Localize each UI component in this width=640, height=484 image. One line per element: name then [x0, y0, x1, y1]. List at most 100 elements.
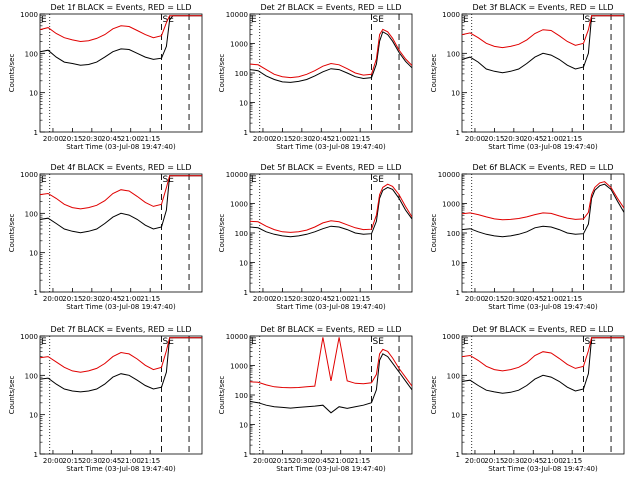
x-tick-label: 20:00: [465, 295, 485, 303]
y-tick-label: 100: [235, 70, 248, 78]
lld-series-line: [40, 15, 202, 43]
x-tick-label: 20:15: [272, 135, 292, 143]
lld-series-line: [250, 28, 412, 79]
y-axis-label: Counts/sec: [218, 376, 226, 415]
x-tick-label: 21:00: [331, 457, 351, 465]
panel-title: Det 5f BLACK = Events, RED = LLD: [260, 163, 401, 172]
x-tick-label: 20:15: [62, 457, 82, 465]
y-tick-label: 100: [235, 392, 248, 400]
x-axis-label: Start Time (03-Jul-08 19:47:40): [276, 465, 386, 473]
detector-panel-1: Det 1f BLACK = Events, RED = LLD 1 10 100 10…: [8, 3, 203, 151]
marker-label: E: [251, 15, 257, 25]
x-tick-label: 21:15: [562, 457, 582, 465]
y-tick-label: 1000: [442, 201, 460, 209]
detector-panel-3: Det 3f BLACK = Events, RED = LLD 1 10 100 10…: [430, 3, 625, 151]
x-tick-label: 21:15: [350, 135, 370, 143]
x-tick-label: 20:00: [43, 135, 63, 143]
y-tick-label: 100: [235, 230, 248, 238]
y-tick-label: 10: [239, 422, 248, 430]
y-tick-label: 1: [34, 289, 38, 297]
lld-series-line: [250, 337, 412, 389]
detector-panel-9: Det 9f BLACK = Events, RED = LLD 1 10 100 10…: [430, 325, 625, 473]
x-tick-label: 21:15: [562, 295, 582, 303]
plot-frame: [39, 173, 203, 293]
y-tick-label: 1000: [230, 201, 248, 209]
x-tick-label: 20:00: [43, 295, 63, 303]
marker-label: E: [463, 337, 469, 347]
x-axis-label: Start Time (03-Jul-08 19:47:40): [66, 465, 176, 473]
events-series-line: [462, 15, 624, 74]
plot-frame: [39, 13, 203, 133]
y-tick-label: 10000: [226, 171, 248, 179]
x-tick-label: 20:30: [504, 457, 524, 465]
events-series-line: [462, 183, 624, 238]
panel-title: Det 6f BLACK = Events, RED = LLD: [472, 163, 613, 172]
x-axis-label: Start Time (03-Jul-08 19:47:40): [276, 143, 386, 151]
y-tick-label: 10: [29, 412, 38, 420]
x-tick-label: 20:15: [62, 135, 82, 143]
x-tick-label: 21:00: [331, 135, 351, 143]
x-tick-label: 20:00: [253, 295, 273, 303]
events-series-line: [250, 353, 412, 414]
y-tick-label: 10000: [438, 171, 460, 179]
x-tick-label: 21:00: [543, 135, 563, 143]
panel-title: Det 4f BLACK = Events, RED = LLD: [50, 163, 191, 172]
x-tick-label: 20:00: [253, 135, 273, 143]
lld-series-line: [40, 175, 202, 210]
x-tick-label: 20:30: [82, 135, 102, 143]
y-tick-label: 10: [239, 100, 248, 108]
events-series-line: [250, 186, 412, 238]
y-axis-label: Counts/sec: [430, 376, 438, 415]
marker-label: E: [251, 175, 257, 185]
y-axis-label: Counts/sec: [8, 54, 16, 93]
x-tick-label: 20:00: [253, 457, 273, 465]
marker-label: E: [41, 337, 47, 347]
y-tick-label: 1000: [20, 11, 38, 19]
x-tick-label: 21:00: [543, 295, 563, 303]
x-axis-label: Start Time (03-Jul-08 19:47:40): [488, 465, 598, 473]
y-tick-label: 1: [456, 289, 460, 297]
y-tick-label: 1000: [20, 333, 38, 341]
x-tick-label: 21:15: [140, 295, 160, 303]
x-tick-label: 20:45: [523, 135, 543, 143]
y-tick-label: 1: [456, 129, 460, 137]
x-tick-label: 20:45: [523, 295, 543, 303]
y-tick-label: 10: [451, 412, 460, 420]
x-tick-label: 20:30: [504, 135, 524, 143]
x-tick-label: 21:00: [543, 457, 563, 465]
plot-frame: [249, 335, 413, 455]
y-tick-label: 1: [34, 451, 38, 459]
y-tick-label: 10000: [226, 333, 248, 341]
y-tick-label: 1: [456, 451, 460, 459]
x-tick-label: 21:15: [350, 295, 370, 303]
lld-series-line: [462, 337, 624, 372]
y-tick-label: 100: [25, 50, 38, 58]
marker-label: SE: [373, 15, 385, 25]
x-tick-label: 20:30: [82, 295, 102, 303]
y-tick-label: 1: [244, 129, 248, 137]
x-axis-label: Start Time (03-Jul-08 19:47:40): [276, 303, 386, 311]
events-series-line: [40, 15, 202, 66]
x-tick-label: 20:30: [82, 457, 102, 465]
marker-label: E: [463, 15, 469, 25]
lld-series-line: [250, 183, 412, 233]
detector-panel-8: Det 8f BLACK = Events, RED = LLD 1 10 100 10…: [218, 325, 413, 473]
x-tick-label: 20:45: [311, 135, 331, 143]
y-tick-label: 10: [239, 260, 248, 268]
x-axis-label: Start Time (03-Jul-08 19:47:40): [66, 143, 176, 151]
x-tick-label: 20:15: [272, 457, 292, 465]
marker-label: SE: [373, 337, 385, 347]
x-tick-label: 20:45: [101, 457, 121, 465]
panel-title: Det 1f BLACK = Events, RED = LLD: [50, 3, 191, 12]
y-axis-label: Counts/sec: [430, 54, 438, 93]
y-axis-label: Counts/sec: [430, 214, 438, 253]
y-tick-label: 100: [447, 372, 460, 380]
y-tick-label: 1000: [442, 11, 460, 19]
x-tick-label: 20:00: [465, 457, 485, 465]
x-tick-label: 20:15: [62, 295, 82, 303]
x-tick-label: 20:45: [311, 295, 331, 303]
y-axis-label: Counts/sec: [218, 214, 226, 253]
x-axis-label: Start Time (03-Jul-08 19:47:40): [488, 303, 598, 311]
